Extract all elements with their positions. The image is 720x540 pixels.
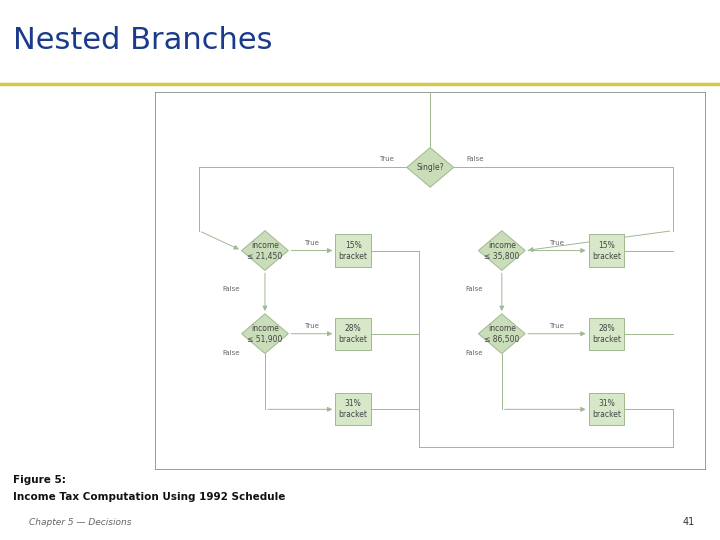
FancyBboxPatch shape <box>588 393 624 426</box>
Text: False: False <box>466 156 484 162</box>
Text: income
≤ 21,450: income ≤ 21,450 <box>248 240 282 261</box>
Text: Figure 5:: Figure 5: <box>13 475 66 485</box>
Text: 28%
bracket: 28% bracket <box>592 323 621 344</box>
Text: 41: 41 <box>683 517 695 528</box>
Text: Income Tax Computation Using 1992 Schedule: Income Tax Computation Using 1992 Schedu… <box>13 492 285 502</box>
Text: False: False <box>222 286 240 292</box>
Text: Single?: Single? <box>416 163 444 172</box>
Text: False: False <box>222 350 240 356</box>
Text: True: True <box>549 240 564 246</box>
Text: True: True <box>379 156 395 162</box>
FancyBboxPatch shape <box>588 318 624 350</box>
Text: True: True <box>305 240 319 246</box>
Text: Chapter 5 — Decisions: Chapter 5 — Decisions <box>29 518 131 528</box>
Polygon shape <box>478 231 525 271</box>
Text: 28%
bracket: 28% bracket <box>338 323 368 344</box>
Text: False: False <box>465 350 482 356</box>
Text: 31%
bracket: 31% bracket <box>592 399 621 420</box>
Text: Nested Branches: Nested Branches <box>13 26 272 55</box>
FancyBboxPatch shape <box>155 92 706 470</box>
FancyBboxPatch shape <box>336 234 371 267</box>
Text: income
≤ 86,500: income ≤ 86,500 <box>484 323 520 344</box>
Text: False: False <box>465 286 482 292</box>
FancyBboxPatch shape <box>336 393 371 426</box>
Polygon shape <box>241 314 289 354</box>
Polygon shape <box>478 314 525 354</box>
Text: 15%
bracket: 15% bracket <box>592 240 621 261</box>
FancyBboxPatch shape <box>336 318 371 350</box>
FancyBboxPatch shape <box>588 234 624 267</box>
Text: True: True <box>305 323 319 329</box>
Text: income
≤ 51,900: income ≤ 51,900 <box>247 323 283 344</box>
Text: True: True <box>549 323 564 329</box>
Text: 15%
bracket: 15% bracket <box>338 240 368 261</box>
Polygon shape <box>241 231 289 271</box>
Text: 31%
bracket: 31% bracket <box>338 399 368 420</box>
Text: income
≤ 35,800: income ≤ 35,800 <box>484 240 520 261</box>
Polygon shape <box>407 147 454 187</box>
